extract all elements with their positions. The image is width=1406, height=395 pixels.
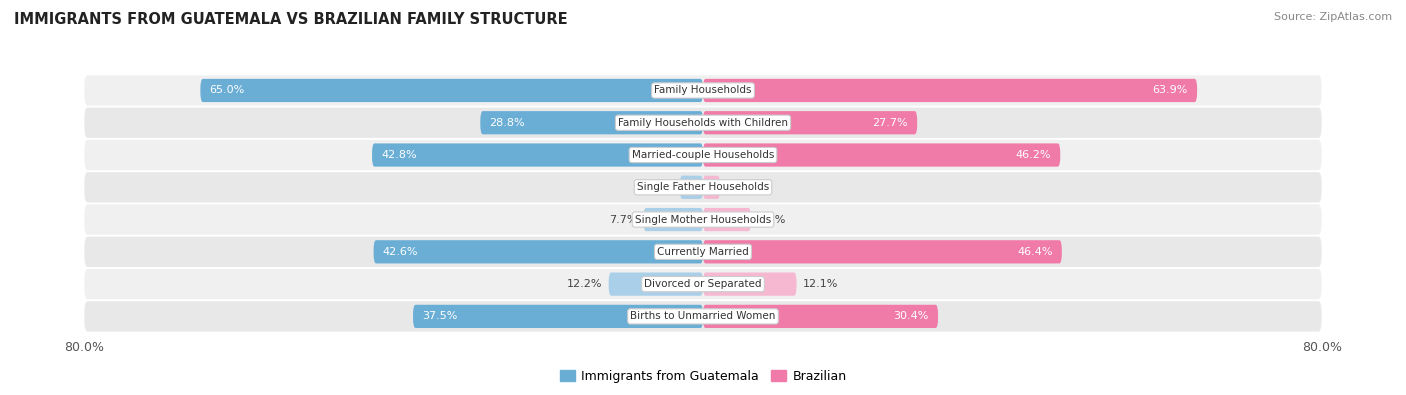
Text: 27.7%: 27.7% [872,118,908,128]
Text: IMMIGRANTS FROM GUATEMALA VS BRAZILIAN FAMILY STRUCTURE: IMMIGRANTS FROM GUATEMALA VS BRAZILIAN F… [14,12,568,27]
Text: Single Father Households: Single Father Households [637,182,769,192]
FancyBboxPatch shape [84,269,1322,299]
FancyBboxPatch shape [703,208,751,231]
Text: Births to Unmarried Women: Births to Unmarried Women [630,311,776,322]
FancyBboxPatch shape [373,143,703,167]
Text: Divorced or Separated: Divorced or Separated [644,279,762,289]
FancyBboxPatch shape [703,111,917,134]
Text: Single Mother Households: Single Mother Households [636,214,770,225]
FancyBboxPatch shape [84,75,1322,105]
Text: 42.8%: 42.8% [381,150,418,160]
Legend: Immigrants from Guatemala, Brazilian: Immigrants from Guatemala, Brazilian [554,365,852,388]
Text: 2.2%: 2.2% [725,182,755,192]
Text: 12.1%: 12.1% [803,279,838,289]
FancyBboxPatch shape [703,305,938,328]
Text: Family Households with Children: Family Households with Children [619,118,787,128]
Text: Family Households: Family Households [654,85,752,96]
FancyBboxPatch shape [703,79,1197,102]
FancyBboxPatch shape [703,273,797,296]
FancyBboxPatch shape [481,111,703,134]
FancyBboxPatch shape [84,301,1322,331]
Text: 42.6%: 42.6% [382,247,419,257]
Text: 28.8%: 28.8% [489,118,526,128]
FancyBboxPatch shape [84,107,1322,138]
Text: 46.4%: 46.4% [1017,247,1053,257]
Text: 37.5%: 37.5% [422,311,458,322]
FancyBboxPatch shape [374,240,703,263]
Text: 63.9%: 63.9% [1153,85,1188,96]
FancyBboxPatch shape [703,143,1060,167]
Text: Source: ZipAtlas.com: Source: ZipAtlas.com [1274,12,1392,22]
FancyBboxPatch shape [609,273,703,296]
FancyBboxPatch shape [413,305,703,328]
FancyBboxPatch shape [200,79,703,102]
Text: 6.2%: 6.2% [756,214,786,225]
FancyBboxPatch shape [84,237,1322,267]
Text: 30.4%: 30.4% [893,311,929,322]
Text: Married-couple Households: Married-couple Households [631,150,775,160]
Text: Currently Married: Currently Married [657,247,749,257]
FancyBboxPatch shape [703,240,1062,263]
FancyBboxPatch shape [681,176,703,199]
Text: 12.2%: 12.2% [567,279,603,289]
FancyBboxPatch shape [644,208,703,231]
FancyBboxPatch shape [84,204,1322,235]
FancyBboxPatch shape [84,172,1322,203]
FancyBboxPatch shape [84,140,1322,170]
Text: 7.7%: 7.7% [609,214,637,225]
FancyBboxPatch shape [703,176,720,199]
Text: 3.0%: 3.0% [645,182,673,192]
Text: 46.2%: 46.2% [1015,150,1052,160]
Text: 65.0%: 65.0% [209,85,245,96]
